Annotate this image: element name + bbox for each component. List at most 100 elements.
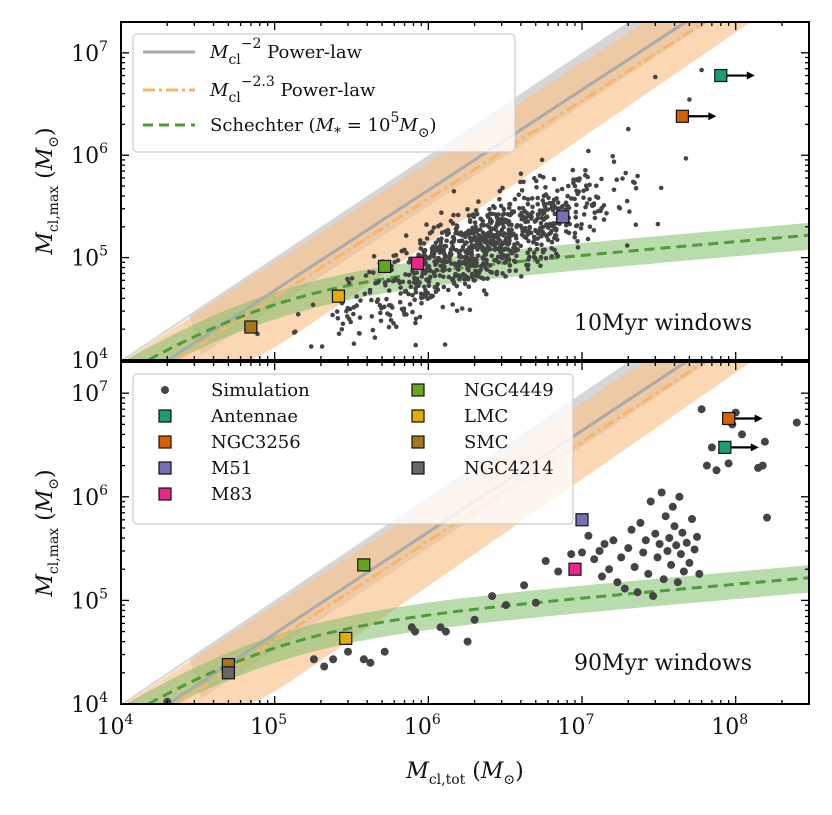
green-band: [126, 565, 809, 704]
simulation-point: [594, 183, 599, 189]
arrow-head: [708, 112, 717, 121]
simulation-point: [487, 263, 493, 268]
simulation-point: [433, 262, 438, 268]
simulation-point: [554, 567, 563, 576]
simulation-point: [386, 288, 392, 293]
simulation-point: [455, 212, 461, 218]
simulation-point: [470, 225, 475, 231]
simulation-point: [476, 199, 481, 204]
x-tick-label: 104: [97, 712, 134, 740]
simulation-point: [410, 309, 415, 315]
simulation-point: [460, 244, 466, 250]
simulation-point: [525, 267, 531, 272]
simulation-point: [574, 223, 580, 228]
simulation-point: [362, 291, 368, 297]
simulation-point: [738, 430, 746, 439]
window-annotation: 90Myr windows: [574, 651, 752, 676]
simulation-point: [549, 246, 554, 251]
simulation-point: [490, 242, 496, 247]
simulation-point: [583, 168, 588, 173]
simulation-point: [529, 196, 535, 201]
simulation-point: [543, 201, 548, 207]
simulation-point: [633, 588, 642, 597]
simulation-point: [487, 225, 492, 230]
simulation-point: [320, 662, 329, 671]
simulation-point: [583, 183, 589, 188]
legend-marker-ngc3256: [158, 435, 172, 449]
simulation-point: [395, 258, 401, 263]
simulation-point: [334, 309, 340, 314]
galaxy-marker-antennae: [714, 68, 728, 83]
simulation-point: [500, 271, 505, 276]
simulation-point: [549, 239, 555, 245]
simulation-point: [644, 569, 653, 578]
simulation-point: [351, 341, 357, 347]
simulation-point: [515, 247, 521, 252]
simulation-point: [758, 461, 767, 470]
simulation-point: [505, 253, 511, 258]
legend-marker-antennae: [158, 409, 172, 423]
simulation-point: [396, 278, 401, 284]
y-tick-label: 106: [71, 483, 108, 511]
simulation-point: [413, 286, 418, 291]
simulation-point: [572, 230, 578, 236]
simulation-point: [334, 365, 339, 370]
simulation-point: [511, 209, 516, 215]
simulation-point: [539, 157, 545, 163]
simulation-point: [672, 541, 681, 550]
simulation-point: [431, 251, 437, 256]
simulation-point: [687, 97, 692, 102]
simulation-point: [441, 284, 447, 290]
simulation-point: [386, 324, 392, 330]
simulation-point: [433, 240, 439, 246]
simulation-point: [792, 418, 801, 427]
simulation-point: [471, 230, 476, 236]
legend-marker-m51: [158, 461, 172, 475]
simulation-point: [531, 250, 537, 255]
legend-label: Simulation: [211, 380, 310, 401]
simulation-point: [572, 183, 578, 189]
simulation-point: [417, 238, 423, 243]
simulation-point: [413, 281, 419, 287]
simulation-point: [472, 278, 478, 283]
simulation-point: [566, 205, 572, 211]
legend-marker-ngc4214: [411, 461, 425, 475]
simulation-point: [583, 204, 588, 210]
axes-layer: 104 105 106 107 108 Mcl,tot (M⊙): [97, 712, 749, 788]
simulation-point: [473, 272, 479, 278]
simulation-point: [424, 236, 430, 241]
simulation-point: [440, 304, 446, 310]
simulation-point: [450, 234, 456, 240]
simulation-point: [682, 538, 691, 547]
arrow-head: [746, 71, 755, 80]
simulation-point: [583, 172, 588, 178]
simulation-point: [485, 276, 490, 281]
simulation-point: [447, 267, 452, 273]
simulation-point: [653, 553, 662, 562]
simulation-point: [626, 126, 631, 132]
simulation-point: [547, 200, 552, 206]
y-tick-label: 107: [71, 379, 108, 407]
simulation-point: [453, 230, 458, 236]
simulation-point: [418, 291, 424, 297]
simulation-point: [542, 247, 547, 253]
simulation-point: [702, 461, 711, 470]
simulation-point: [578, 548, 586, 557]
simulation-point: [505, 242, 511, 247]
simulation-point: [478, 216, 484, 222]
galaxy-marker-antennae: [718, 440, 732, 454]
simulation-point: [611, 159, 617, 164]
simulation-point: [369, 314, 375, 319]
simulation-point: [464, 230, 469, 236]
y-axis-label: Mcl,max (M⊙): [33, 127, 62, 255]
simulation-point: [507, 268, 512, 274]
simulation-point: [475, 253, 481, 258]
simulation-point: [443, 243, 448, 249]
simulation-point: [604, 211, 609, 216]
simulation-point: [549, 254, 554, 259]
y-tick-label: 104: [71, 346, 108, 374]
simulation-point: [481, 255, 486, 260]
simulation-point: [468, 239, 474, 244]
simulation-point: [690, 545, 699, 554]
simulation-point: [554, 226, 559, 232]
